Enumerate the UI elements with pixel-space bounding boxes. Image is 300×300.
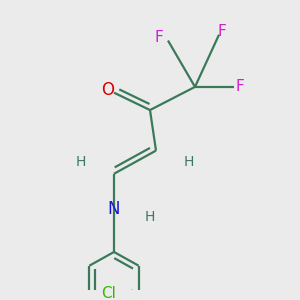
Text: F: F (218, 24, 226, 39)
Text: H: H (145, 210, 155, 224)
Text: H: H (76, 155, 86, 169)
Text: F: F (154, 30, 164, 45)
Text: H: H (184, 155, 194, 169)
Text: Cl: Cl (101, 286, 116, 300)
Text: N: N (108, 200, 120, 217)
Text: F: F (236, 80, 244, 94)
Text: O: O (101, 81, 115, 99)
